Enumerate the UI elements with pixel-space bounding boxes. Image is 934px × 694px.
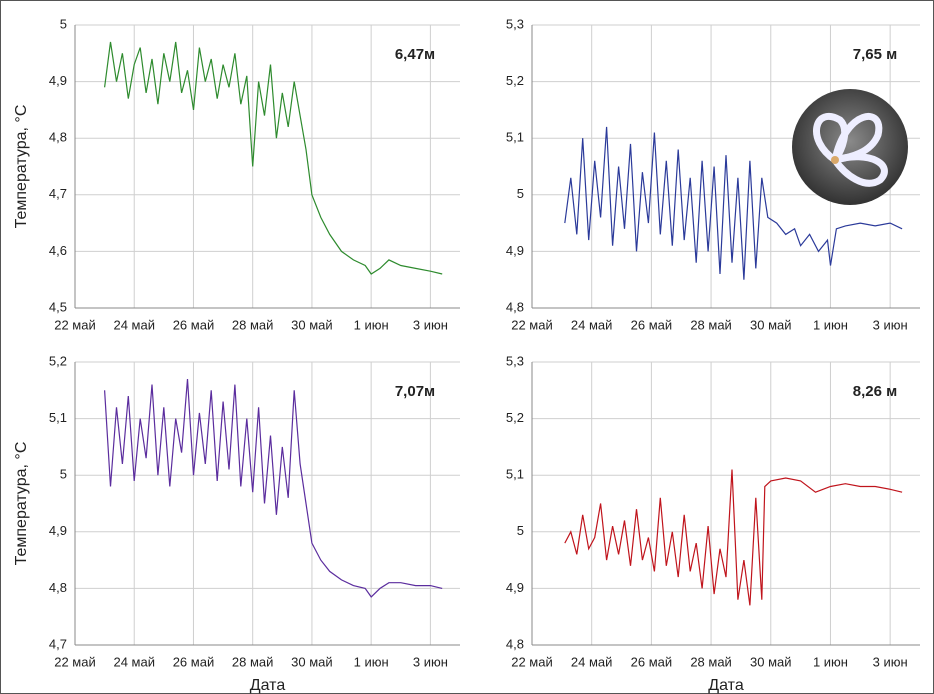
y-tick-label: 4,9 [49,523,67,538]
x-tick-label: 1 июн [354,654,389,669]
y-tick-label: 4,8 [49,130,67,145]
y-tick-label: 5,1 [506,467,524,482]
x-tick-label: 26 май [173,654,215,669]
x-tick-label: 22 май [54,317,96,332]
x-tick-label: 1 июн [354,317,389,332]
y-tick-label: 5,2 [49,353,67,368]
x-tick-label: 3 июн [873,317,908,332]
x-tick-label: 3 июн [873,654,908,669]
annotation: 8,26 м [853,383,897,400]
x-tick-label: 22 май [511,317,553,332]
x-tick-label: 30 май [750,654,792,669]
annotation: 6,47м [395,46,435,63]
y-tick-label: 4,5 [49,299,67,314]
y-tick-label: 5 [517,186,524,201]
data-line [564,126,903,280]
y-axis-label: Температура, °C [13,105,30,229]
data-line [564,469,903,606]
x-tick-label: 28 май [690,654,732,669]
x-tick-label: 26 май [631,654,673,669]
x-tick-label: 24 май [113,317,155,332]
x-tick-label: 24 май [571,317,613,332]
y-tick-label: 4,8 [506,299,524,314]
x-tick-label: 1 июн [813,654,848,669]
y-tick-label: 4,9 [506,580,524,595]
x-tick-label: 30 май [750,317,792,332]
y-tick-label: 5,2 [506,73,524,88]
x-tick-label: 3 июн [413,654,448,669]
annotation: 7,65 м [853,46,897,63]
annotation: 7,07м [395,383,435,400]
specimen [813,112,888,187]
x-tick-label: 3 июн [413,317,448,332]
y-tick-label: 5 [60,16,67,31]
y-tick-label: 4,8 [506,636,524,651]
y-tick-label: 4,8 [49,580,67,595]
specimen-body [831,156,839,164]
photo-inset [792,89,908,205]
x-tick-label: 22 май [54,654,96,669]
x-tick-label: 28 май [232,654,274,669]
y-tick-label: 4,9 [49,73,67,88]
x-tick-label: 24 май [571,654,613,669]
y-tick-label: 4,6 [49,243,67,258]
x-tick-label: 1 июн [813,317,848,332]
y-tick-label: 5,1 [506,130,524,145]
x-axis-label: Дата [250,677,286,694]
x-axis-label: Дата [708,677,744,694]
x-tick-label: 30 май [291,654,333,669]
y-tick-label: 5,1 [49,410,67,425]
y-tick-label: 5,3 [506,16,524,31]
x-tick-label: 22 май [511,654,553,669]
y-tick-label: 4,9 [506,243,524,258]
photo-bg [792,89,908,205]
y-tick-label: 4,7 [49,186,67,201]
y-tick-label: 5,3 [506,353,524,368]
x-tick-label: 24 май [113,654,155,669]
x-tick-label: 28 май [232,317,274,332]
x-tick-label: 26 май [631,317,673,332]
data-line [104,41,443,275]
x-tick-label: 26 май [173,317,215,332]
data-line [104,378,443,598]
x-tick-label: 28 май [690,317,732,332]
y-axis-label: Температура, °C [13,442,30,566]
x-tick-label: 30 май [291,317,333,332]
y-tick-label: 5 [517,523,524,538]
y-tick-label: 4,7 [49,636,67,651]
y-tick-label: 5 [60,467,67,482]
y-tick-label: 5,2 [506,410,524,425]
